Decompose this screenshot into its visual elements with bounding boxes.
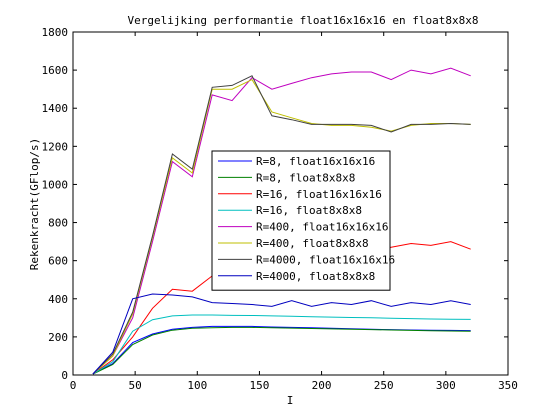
x-tick-label: 50 (129, 379, 142, 392)
x-tick-label: 150 (249, 379, 269, 392)
series-line-8 (92, 293, 471, 375)
legend-box (211, 150, 391, 291)
series-line-4 (92, 314, 471, 375)
y-tick-label: 400 (48, 293, 68, 306)
legend-entry: R=4000, float16x16x16 (256, 253, 395, 266)
series-line-5 (92, 67, 471, 375)
x-tick-label: 100 (187, 379, 207, 392)
legend-entry: R=16, float16x16x16 (256, 188, 382, 201)
y-axis-label: Rekenkracht(GFlop/s) (28, 138, 41, 270)
x-tick-label: 250 (374, 379, 394, 392)
y-tick-label: 0 (61, 369, 68, 382)
y-tick-label: 1600 (42, 64, 69, 77)
x-tick-label: 200 (312, 379, 332, 392)
y-tick-label: 1800 (42, 26, 69, 39)
legend-entry: R=400, float8x8x8 (256, 237, 369, 250)
legend-entry: R=8, float16x16x16 (256, 155, 375, 168)
legend-entry: R=400, float16x16x16 (256, 221, 388, 234)
y-tick-label: 600 (48, 255, 68, 268)
series-line-7 (92, 75, 471, 375)
legend-entry: R=16, float8x8x8 (256, 204, 362, 217)
y-tick-label: 200 (48, 331, 68, 344)
legend: R=8, float16x16x16 R=8, float8x8x8 R=16, f… (211, 150, 395, 291)
y-tick-label: 800 (48, 217, 68, 230)
series-line-6 (92, 78, 471, 375)
x-axis-label: I (287, 394, 294, 407)
axis-ticks: 0 50 100 150 200 250 300 350 0 200 400 600 800 1000 12… (42, 26, 518, 392)
x-tick-label: 350 (498, 379, 518, 392)
y-tick-label: 1200 (42, 140, 69, 153)
chart-title: Vergelijking performantie float16x16x16 … (128, 14, 479, 27)
y-tick-label: 1400 (42, 102, 69, 115)
x-tick-label: 0 (70, 379, 77, 392)
y-tick-label: 1000 (42, 178, 69, 191)
legend-entry: R=8, float8x8x8 (256, 171, 355, 184)
x-tick-label: 300 (436, 379, 456, 392)
legend-entry: R=4000, float8x8x8 (256, 270, 375, 283)
series-line-2 (92, 326, 471, 375)
